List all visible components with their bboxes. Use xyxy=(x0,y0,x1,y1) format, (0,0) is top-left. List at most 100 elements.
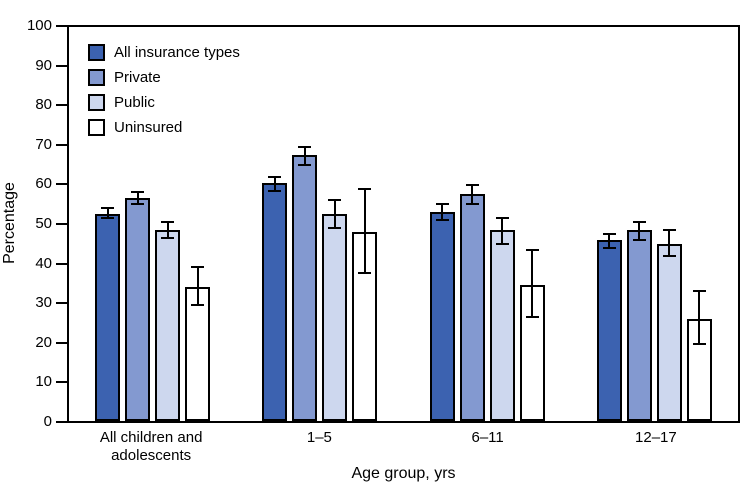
y-tick-label: 50 xyxy=(35,215,52,232)
bar xyxy=(489,27,515,421)
bar xyxy=(185,27,211,421)
x-axis-title: Age group, yrs xyxy=(351,465,456,482)
error-bar-line xyxy=(136,192,139,205)
bar xyxy=(459,27,485,421)
bar xyxy=(322,27,348,421)
error-bar-cap-top xyxy=(495,217,509,220)
bar xyxy=(262,27,288,421)
y-tick xyxy=(56,183,67,186)
error-bar-cap-bottom xyxy=(465,203,479,206)
error-bar-line xyxy=(106,208,109,219)
error-bar-cap-top xyxy=(131,191,145,194)
bar xyxy=(292,27,318,421)
bar-groups xyxy=(69,27,738,421)
y-tick xyxy=(56,262,67,265)
bar xyxy=(596,27,622,421)
bar xyxy=(155,27,181,421)
y-tick-label: 60 xyxy=(35,175,52,193)
error-bar-cap-bottom xyxy=(692,343,706,346)
error-bar-cap-top xyxy=(298,146,312,149)
error-bar-line xyxy=(638,222,641,240)
error-bar-cap-bottom xyxy=(298,163,312,166)
bar-fill xyxy=(185,287,211,421)
y-tick-label: 20 xyxy=(35,333,52,351)
y-tick-label: 100 xyxy=(26,17,52,34)
error-bar-line xyxy=(501,218,504,244)
error-bar-cap-top xyxy=(161,221,175,224)
bar-fill xyxy=(125,198,151,421)
x-category-label: 12–17 xyxy=(635,429,677,446)
plot-area: All insurance types Private Public Unins… xyxy=(67,25,740,423)
y-tick xyxy=(56,25,67,27)
error-bar-line xyxy=(363,188,366,274)
bar xyxy=(352,27,378,421)
y-tick xyxy=(56,421,67,423)
error-bar-cap-bottom xyxy=(632,238,646,241)
error-bar-line xyxy=(196,267,199,305)
error-bar-cap-top xyxy=(435,203,449,206)
y-tick-label: 80 xyxy=(35,96,52,114)
x-category-label: 6–11 xyxy=(471,429,504,446)
x-axis-labels: All children and adolescents 1–5 6–11 12–17 xyxy=(67,429,740,465)
bar-fill xyxy=(292,155,318,421)
bar-fill xyxy=(429,212,455,421)
legend-swatch-private xyxy=(88,69,105,86)
legend-item-all-insurance: All insurance types xyxy=(88,44,240,61)
legend-label-all-insurance: All insurance types xyxy=(114,44,240,61)
legend-label-public: Public xyxy=(114,94,155,111)
error-bar-cap-top xyxy=(268,175,282,178)
bar-group xyxy=(404,27,571,421)
legend-swatch-all-insurance xyxy=(88,44,105,61)
error-bar-line xyxy=(471,184,474,205)
bar-fill xyxy=(596,239,622,421)
bar-fill xyxy=(155,229,181,421)
y-tick xyxy=(56,302,67,305)
y-tick-label: 10 xyxy=(35,373,52,391)
y-tick xyxy=(56,64,67,67)
error-bar-line xyxy=(668,229,671,256)
legend-label-private: Private xyxy=(114,69,161,86)
error-bar-cap-bottom xyxy=(525,315,539,318)
error-bar-cap-top xyxy=(525,248,539,251)
error-bar-cap-top xyxy=(191,266,205,269)
legend-swatch-public xyxy=(88,94,105,111)
error-bar-cap-top xyxy=(662,228,676,231)
bar-fill xyxy=(459,194,485,421)
error-bar-cap-top xyxy=(101,207,115,210)
error-bar-line xyxy=(166,222,169,238)
bar xyxy=(686,27,712,421)
error-bar-cap-bottom xyxy=(131,203,145,206)
bar-fill xyxy=(656,243,682,421)
error-bar-line xyxy=(531,249,534,317)
x-category-label: All children and adolescents xyxy=(99,429,203,464)
bar-group xyxy=(236,27,403,421)
error-bar-cap-bottom xyxy=(191,303,205,306)
error-bar-cap-bottom xyxy=(101,217,115,220)
error-bar-cap-top xyxy=(602,232,616,235)
bar xyxy=(519,27,545,421)
error-bar-line xyxy=(698,290,701,345)
bar-fill xyxy=(626,229,652,421)
error-bar-line xyxy=(303,147,306,165)
y-tick xyxy=(56,341,67,344)
legend-item-private: Private xyxy=(88,69,240,86)
y-tick-label: 40 xyxy=(35,254,52,272)
y-tick-label: 30 xyxy=(35,294,52,312)
legend-item-public: Public xyxy=(88,94,240,111)
y-tick xyxy=(56,104,67,107)
error-bar-line xyxy=(441,204,444,221)
error-bar-line xyxy=(608,233,611,248)
error-bar-cap-bottom xyxy=(495,242,509,245)
error-bar-cap-bottom xyxy=(602,246,616,249)
bar xyxy=(125,27,151,421)
y-tick xyxy=(56,381,67,384)
x-category-label: 1–5 xyxy=(306,429,332,446)
bar-fill xyxy=(262,182,288,421)
error-bar-cap-bottom xyxy=(435,219,449,222)
error-bar-cap-top xyxy=(692,289,706,292)
bar-group xyxy=(571,27,738,421)
bar-fill xyxy=(489,229,515,421)
bar-fill xyxy=(322,214,348,421)
y-tick xyxy=(56,223,67,225)
